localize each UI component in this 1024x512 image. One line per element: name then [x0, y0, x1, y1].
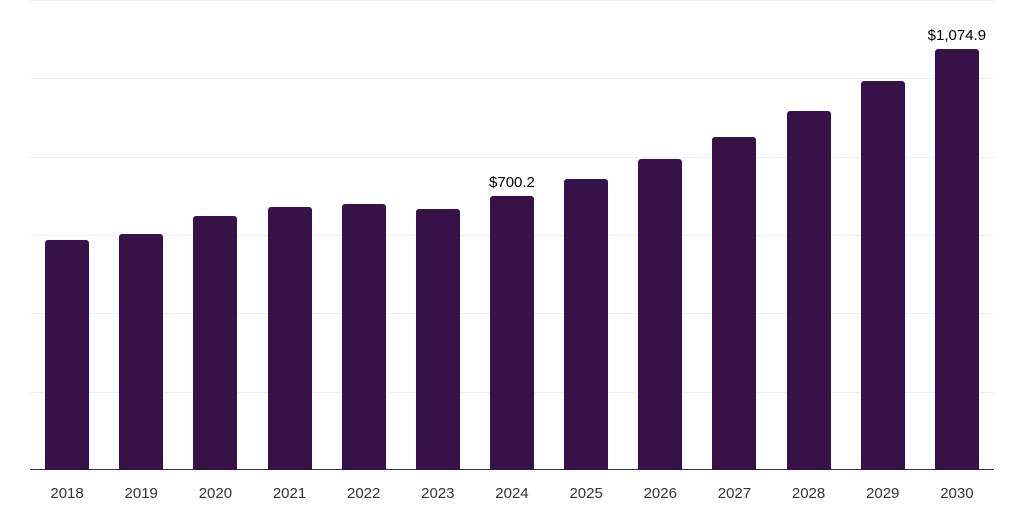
bar-2027[interactable] — [712, 136, 757, 470]
x-tick-label: 2018 — [50, 485, 84, 502]
bar-2019[interactable] — [119, 233, 164, 470]
x-tick-label: 2030 — [940, 485, 974, 502]
gridline — [30, 78, 994, 79]
x-tick-label: 2019 — [124, 485, 158, 502]
x-tick-label: 2024 — [495, 485, 529, 502]
bar-2020[interactable] — [193, 215, 238, 470]
data-label: $1,074.9 — [927, 26, 987, 44]
bar-2022[interactable] — [341, 203, 386, 470]
gridline — [30, 0, 994, 1]
bar-2024[interactable] — [489, 195, 534, 470]
bar-2018[interactable] — [45, 239, 90, 470]
data-label: $700.2 — [489, 173, 535, 191]
gridline — [30, 157, 994, 158]
x-tick-label: 2025 — [569, 485, 603, 502]
bar-2029[interactable] — [860, 81, 905, 470]
x-tick-label: 2022 — [346, 485, 381, 502]
x-tick-label: 2027 — [717, 485, 752, 502]
x-tick-label: 2021 — [272, 485, 307, 502]
bar-2028[interactable] — [786, 110, 831, 470]
x-tick-label: 2028 — [791, 485, 826, 502]
x-tick-label: 2020 — [198, 485, 233, 502]
bar-2023[interactable] — [415, 208, 460, 470]
x-tick-label: 2029 — [866, 485, 900, 502]
bar-2025[interactable] — [564, 178, 609, 470]
bar-2030[interactable] — [934, 48, 979, 470]
bar-2021[interactable] — [267, 206, 312, 470]
x-tick-label: 2023 — [421, 485, 455, 502]
x-tick-label: 2026 — [643, 485, 677, 502]
bar-2026[interactable] — [638, 158, 683, 470]
